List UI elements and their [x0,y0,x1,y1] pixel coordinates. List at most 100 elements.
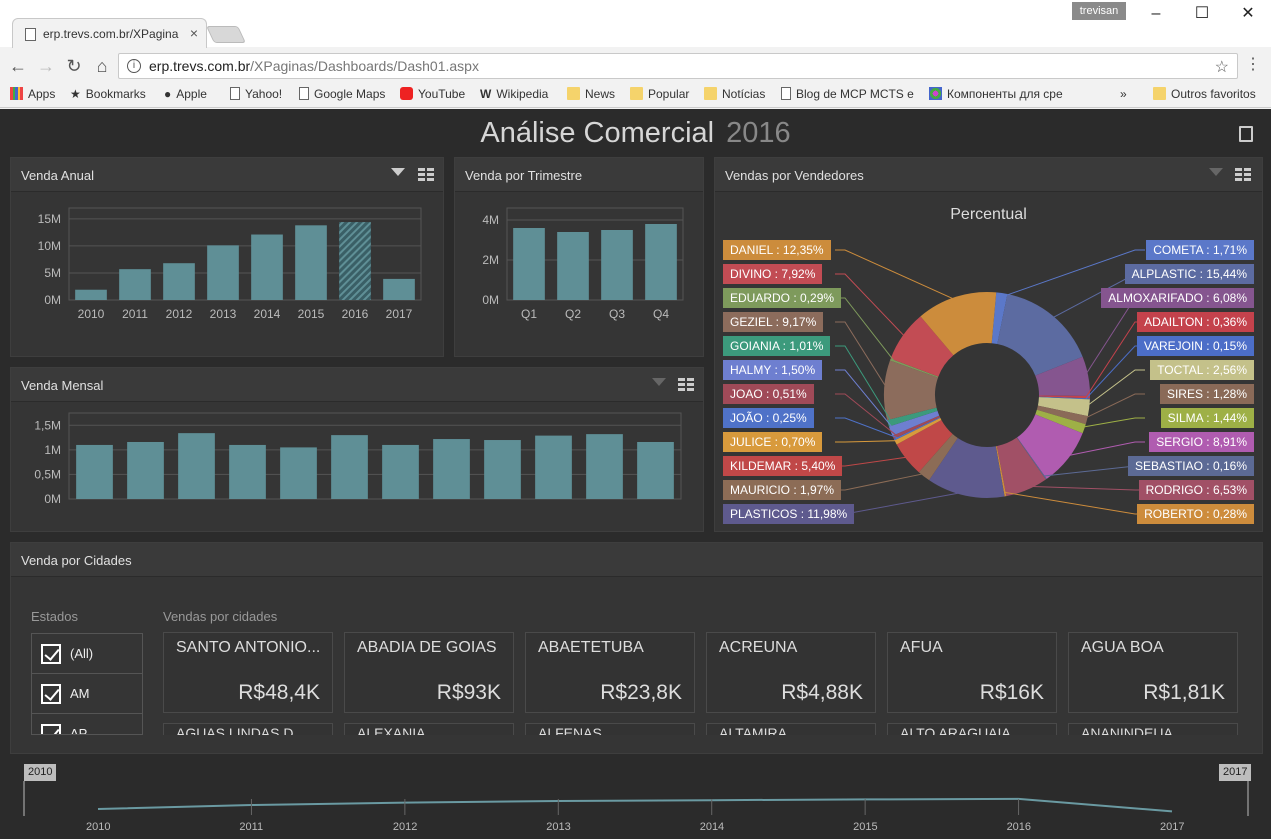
bookmark-yahoo[interactable]: Yahoo! [230,87,282,101]
bookmark-noticias[interactable]: Notícias [704,87,765,101]
back-icon[interactable]: ← [9,56,27,76]
salespeople-donut-chart [835,249,1145,515]
city-card[interactable]: ALFENAS [525,723,695,735]
bookmark-youtube[interactable]: YouTube [400,87,465,101]
pie-label: GOIANIA : 1,01% [723,336,831,356]
leader-line [1080,417,1145,428]
clear-filter-icon[interactable] [652,378,666,386]
states-filter-list: (All) AM AP [31,633,143,735]
bar [331,435,368,499]
city-card[interactable]: ALEXANIA [344,723,514,735]
pie-label: EDUARDO : 0,29% [723,288,842,308]
pie-slice [929,438,1005,498]
reload-icon[interactable]: ↻ [66,56,82,76]
pie-label: SEBASTIAO : 0,16% [1127,456,1254,476]
pie-slice [890,316,954,377]
close-window-button[interactable]: ✕ [1241,5,1255,22]
dashboard-year: 2016 [726,117,791,149]
pie-slice [892,415,940,439]
pie-label: PLASTICOS : 11,98% [723,504,855,524]
info-icon[interactable]: i [127,59,141,73]
new-tab-button[interactable] [206,26,246,43]
bookmark-wikipedia[interactable]: W Wikipedia [480,87,549,101]
state-option-ap[interactable]: AP [32,714,142,734]
city-card[interactable]: AFUA R$16K [887,632,1057,713]
city-card[interactable]: ABADIA DE GOIAS R$93K [344,632,514,713]
city-card[interactable]: ANANINDEUA [1068,723,1238,735]
grid-icon[interactable] [678,378,694,392]
state-option-all[interactable]: (All) [32,634,142,674]
bookmark-popular[interactable]: Popular [630,87,689,101]
pie-slice [887,407,938,427]
range-filter: 2010 2017 2010 2011 2012 2013 2014 2015 2016 20… [0,761,1271,839]
forward-icon[interactable]: → [37,56,55,76]
checkbox[interactable] [41,684,61,704]
address-bar[interactable]: i erp.trevs.com.br/XPaginas/Dashboards/D… [118,53,1238,79]
bar [251,234,283,300]
x-tick-label: 2015 [298,307,325,321]
estados-label: Estados [31,609,78,624]
city-card[interactable]: AGUA BOA R$1,81K [1068,632,1238,713]
home-icon[interactable]: ⌂ [96,56,108,76]
city-card[interactable]: ALTO ARAGUAIA [887,723,1057,735]
bookmark-google-maps[interactable]: Google Maps [299,87,385,101]
y-tick-label: 10M [38,239,61,253]
city-card[interactable]: ALTAMIRA [706,723,876,735]
leader-line [1025,485,1145,491]
bar [433,439,470,499]
url-host: erp.trevs.com.br [149,58,251,74]
checkbox[interactable] [41,724,61,734]
pie-label: SIRES : 1,28% [1159,384,1254,404]
checkbox[interactable] [41,644,61,664]
grid-icon[interactable] [418,168,434,182]
minimize-button[interactable]: – [1151,5,1161,22]
leader-line [835,369,895,431]
bookmark-outros[interactable]: Outros favoritos [1153,87,1256,101]
city-card[interactable]: ACREUNA R$4,88K [706,632,876,713]
close-tab-icon[interactable]: × [189,25,198,41]
more-bookmarks-icon[interactable]: » [1120,87,1127,101]
bookmark-news[interactable]: News [567,87,615,101]
x-tick-label: Q4 [653,307,669,321]
profile-button[interactable]: trevisan [1072,2,1126,20]
range-end-handle[interactable]: 2017 [1219,764,1252,781]
grid-icon[interactable] [1235,168,1251,182]
panel-header: Venda Anual [11,158,443,192]
x-tick-label: 2017 [386,307,413,321]
bar [295,225,327,300]
menu-icon[interactable]: ⋮ [1245,56,1261,73]
panel-title: Venda por Trimestre [465,168,583,183]
city-card[interactable]: AGUAS LINDAS D... [163,723,333,735]
export-icon[interactable] [1239,126,1253,142]
monthly-bar-chart: 0M 0,5M 1M 1,5M [34,412,682,506]
bookmark-apple[interactable]: ● Apple [164,87,207,101]
leader-line [835,393,898,437]
bar [339,222,371,300]
state-option-am[interactable]: AM [32,674,142,714]
range-tick-label: 2014 [699,821,725,833]
city-card[interactable]: ABAETETUBA R$23,8K [525,632,695,713]
browser-toolbar: ← → ↻ ⌂ i erp.trevs.com.br/XPaginas/Dash… [0,48,1271,84]
range-start-handle[interactable]: 2010 [24,764,57,781]
browser-chrome: erp.trevs.com.br/XPagina × trevisan – ☐ … [0,0,1271,109]
bookmark-komponenty[interactable]: Компоненты для сре [929,87,1067,101]
pie-slice [884,360,939,421]
bookmark-bookmarks[interactable]: ★ Bookmarks [70,87,146,101]
pie-label: ALMOXARIFADO : 6,08% [1101,288,1254,308]
panel-header: Venda por Trimestre [455,158,703,192]
bookmark-star-icon[interactable]: ☆ [1214,59,1229,76]
maximize-button[interactable]: ☐ [1194,5,1210,22]
bar [119,269,151,300]
bookmark-apps[interactable]: Apps [10,87,55,101]
range-tick-label: 2010 [86,821,111,833]
bookmark-blog[interactable]: Blog de MCP MCTS e [781,87,915,101]
site-icon [929,87,942,100]
city-card[interactable]: SANTO ANTONIO... R$48,4K [163,632,333,713]
star-icon: ★ [70,87,81,101]
clear-filter-icon[interactable] [1209,168,1223,176]
panel-vendas-vendedores: Vendas por Vendedores Percentual COMETA … [714,157,1263,532]
leader-line [835,456,910,467]
bar [535,435,572,499]
browser-tab[interactable]: erp.trevs.com.br/XPagina × [12,18,207,48]
clear-filter-icon[interactable] [391,168,405,176]
